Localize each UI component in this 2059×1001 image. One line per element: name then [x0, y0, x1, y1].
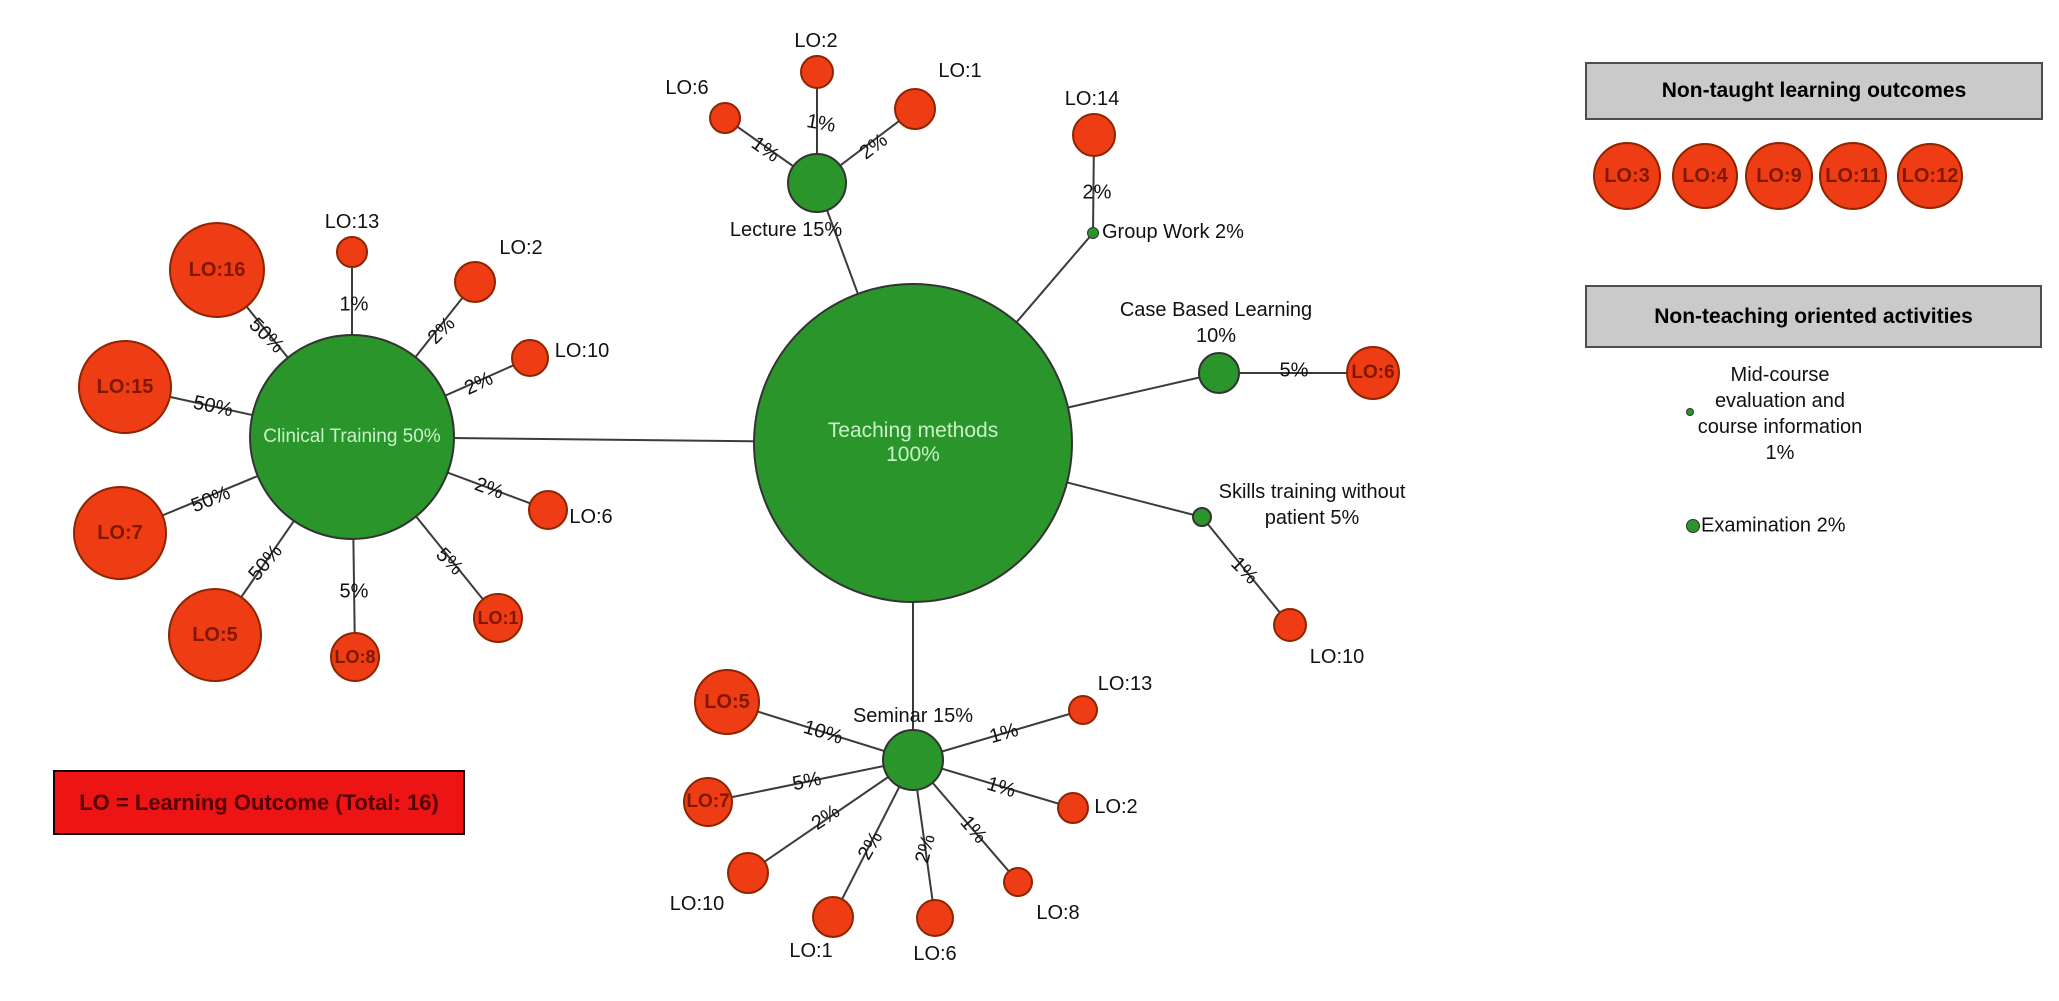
non-teaching-activities-title: Non-teaching oriented activities [1654, 304, 1973, 328]
clinical-lo16-node: LO:16 [169, 222, 265, 318]
seminar-node [882, 729, 944, 791]
seminar-lo7-label: LO:7 [686, 791, 730, 813]
seminar-lo2-node [1057, 792, 1089, 824]
clinical-lo1-node: LO:1 [473, 593, 523, 643]
nontaught-lo4-node: LO:4 [1672, 143, 1738, 209]
seminar-lo2-ext-label: LO:2 [1094, 796, 1138, 818]
nontaught-lo3-label: LO:3 [1604, 164, 1650, 187]
clinical-lo13-node [336, 236, 368, 268]
nontaught-lo11-node: LO:11 [1819, 142, 1887, 210]
nontaught-lo12-node: LO:12 [1897, 143, 1963, 209]
edge-label-lo14-to-group-work: 2% [1082, 181, 1112, 204]
clinical-lo10-node [511, 339, 549, 377]
group-work-node [1087, 227, 1099, 239]
lecture-lo6-node [709, 102, 741, 134]
skills-lo10-node [1273, 608, 1307, 642]
clinical-lo10-ext-label: LO:10 [554, 340, 610, 362]
lo14-ext-label: LO:14 [1064, 88, 1120, 110]
skills-training-ext-label: Skills training without patient 5% [1218, 481, 1406, 529]
edge-seminar-lo10-to-seminar [747, 759, 914, 874]
examination-label: Examination 2% [1701, 514, 1846, 537]
clinical-lo8-node: LO:8 [330, 632, 380, 682]
teaching-label: Teaching methods 100% [827, 419, 999, 466]
lecture-node [787, 153, 847, 213]
seminar-lo7-node: LO:7 [683, 777, 733, 827]
edge-label-clinical-lo8-to-clinical: 5% [339, 580, 369, 603]
clinical-label: Clinical Training 50% [263, 426, 441, 448]
edge-label-case-based-learning-to-cbl-lo6: 5% [1279, 359, 1309, 382]
lecture-lo2-node [800, 55, 834, 89]
lo-legend-box: LO = Learning Outcome (Total: 16) [53, 770, 465, 835]
clinical-lo2-ext-label: LO:2 [499, 237, 543, 259]
seminar-lo8-ext-label: LO:8 [1036, 902, 1080, 924]
non-taught-outcomes-title: Non-taught learning outcomes [1661, 79, 1967, 102]
seminar-lo10-ext-label: LO:10 [669, 893, 725, 915]
clinical-lo7-node: LO:7 [73, 486, 167, 580]
non-teaching-activities-header: Non-teaching oriented activities [1585, 285, 2042, 348]
teaching-node: Teaching methods 100% [753, 283, 1073, 603]
edge-label-clinical-lo13-to-clinical: 1% [339, 293, 369, 316]
clinical-lo1-label: LO:1 [477, 607, 519, 628]
seminar-lo6-node [916, 899, 954, 937]
clinical-lo2-node [454, 261, 496, 303]
clinical-lo15-label: LO:15 [96, 375, 154, 398]
seminar-lo5-label: LO:5 [704, 690, 750, 713]
lecture-lo1-node [894, 88, 936, 130]
seminar-lo13-ext-label: LO:13 [1097, 673, 1153, 695]
clinical-lo6-node [528, 490, 568, 530]
group-work-ext-label: Group Work 2% [1102, 221, 1244, 243]
examination-dot-node [1686, 519, 1700, 533]
clinical-lo6-ext-label: LO:6 [569, 506, 613, 528]
lecture-lo2-ext-label: LO:2 [794, 30, 838, 52]
clinical-lo7-label: LO:7 [97, 521, 143, 544]
edge-skills-training-to-skills-lo10 [1201, 516, 1291, 626]
case-based-learning-node [1198, 352, 1240, 394]
clinical-lo5-label: LO:5 [192, 623, 238, 646]
clinical-lo16-label: LO:16 [188, 258, 246, 281]
cbl-lo6-node: LO:6 [1346, 346, 1400, 400]
nontaught-lo3-node: LO:3 [1593, 142, 1661, 210]
nontaught-lo9-node: LO:9 [1745, 142, 1813, 210]
cbl-lo6-label: LO:6 [1351, 362, 1395, 384]
nontaught-lo4-label: LO:4 [1682, 164, 1728, 187]
edge-label-lecture-lo2-to-lecture: 1% [804, 110, 838, 137]
edge-seminar-lo7-to-seminar [707, 759, 914, 803]
clinical-node: Clinical Training 50% [249, 334, 455, 540]
lecture-lo1-ext-label: LO:1 [938, 60, 982, 82]
skills-training-node [1192, 507, 1212, 527]
non-taught-outcomes-header: Non-taught learning outcomes [1585, 62, 2043, 120]
case-based-learning-ext-label: Case Based Learning 10% [1119, 299, 1313, 347]
mid-course-dot-node [1686, 408, 1694, 416]
seminar-lo1-ext-label: LO:1 [789, 940, 833, 962]
seminar-lo13-node [1068, 695, 1098, 725]
lecture-ext-label: Lecture 15% [729, 219, 843, 241]
lo-legend-text: LO = Learning Outcome (Total: 16) [79, 789, 439, 815]
clinical-lo8-label: LO:8 [334, 646, 376, 667]
clinical-lo15-node: LO:15 [78, 340, 172, 434]
clinical-lo5-node: LO:5 [168, 588, 262, 682]
lecture-lo6-ext-label: LO:6 [665, 77, 709, 99]
nontaught-lo11-label: LO:11 [1825, 164, 1881, 187]
skills-lo10-ext-label: LO:10 [1309, 646, 1365, 668]
seminar-lo10-node [727, 852, 769, 894]
seminar-lo6-ext-label: LO:6 [913, 943, 957, 965]
seminar-ext-label: Seminar 15% [852, 705, 974, 727]
nontaught-lo12-label: LO:12 [1901, 164, 1959, 187]
seminar-lo8-node [1003, 867, 1033, 897]
seminar-lo5-node: LO:5 [694, 669, 760, 735]
seminar-lo1-node [812, 896, 854, 938]
lo14-node [1072, 113, 1116, 157]
nontaught-lo9-label: LO:9 [1756, 164, 1802, 187]
mid-course-evaluation-label: Mid-course evaluation and course informa… [1697, 364, 1863, 464]
clinical-lo13-ext-label: LO:13 [324, 211, 380, 233]
